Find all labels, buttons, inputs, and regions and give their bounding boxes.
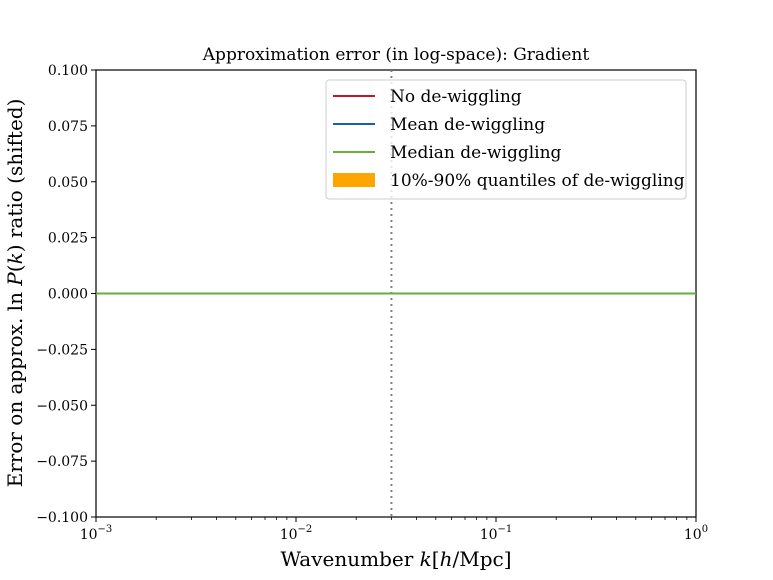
x-tick-base: 10	[480, 527, 498, 543]
x-tick-label: 10−3	[80, 524, 113, 543]
legend-label: No de-wiggling	[390, 87, 522, 107]
x-tick-exponent: −1	[498, 524, 513, 535]
y-tick-label: 0.050	[48, 175, 88, 191]
y-axis-ticks: 0.100 0.075 0.050 0.025 0.000 −0.025 −0.050 −0.…	[36, 63, 96, 526]
x-tick-label: 10−2	[280, 524, 313, 543]
x-tick-exponent: 0	[702, 524, 708, 535]
x-tick-label: 10−1	[480, 524, 513, 543]
y-tick-label: −0.050	[36, 398, 88, 414]
y-tick-label: 0.075	[48, 119, 88, 135]
legend: No de-wiggling Mean de-wiggling Median de-…	[325, 79, 687, 200]
y-tick-label: 0.025	[48, 231, 88, 247]
legend-swatch	[333, 173, 375, 187]
legend-label: 10%-90% quantiles of de-wiggling	[390, 171, 685, 191]
y-tick-label: −0.075	[36, 454, 88, 470]
y-tick-label: 0.000	[48, 287, 88, 303]
legend-label: Median de-wiggling	[390, 143, 562, 163]
x-tick-exponent: −3	[98, 524, 113, 535]
x-tick-base: 10	[684, 527, 702, 543]
legend-box	[325, 79, 687, 200]
x-tick-base: 10	[280, 527, 298, 543]
y-tick-label: −0.100	[36, 510, 88, 526]
x-tick-label: 100	[684, 524, 708, 543]
legend-label: Mean de-wiggling	[390, 115, 545, 135]
x-tick-base: 10	[80, 527, 98, 543]
x-axis-label: Wavenumber k[h/Mpc]	[280, 547, 511, 571]
y-tick-label: 0.100	[48, 63, 88, 79]
y-tick-label: −0.025	[36, 342, 88, 358]
x-axis-ticks: 10−3 10−2 10−1 100	[80, 517, 708, 543]
chart-title: Approximation error (in log-space): Grad…	[202, 45, 590, 65]
y-axis-label: Error on approx. ln P(k) ratio (shifted)	[3, 99, 27, 488]
x-tick-exponent: −2	[298, 524, 313, 535]
